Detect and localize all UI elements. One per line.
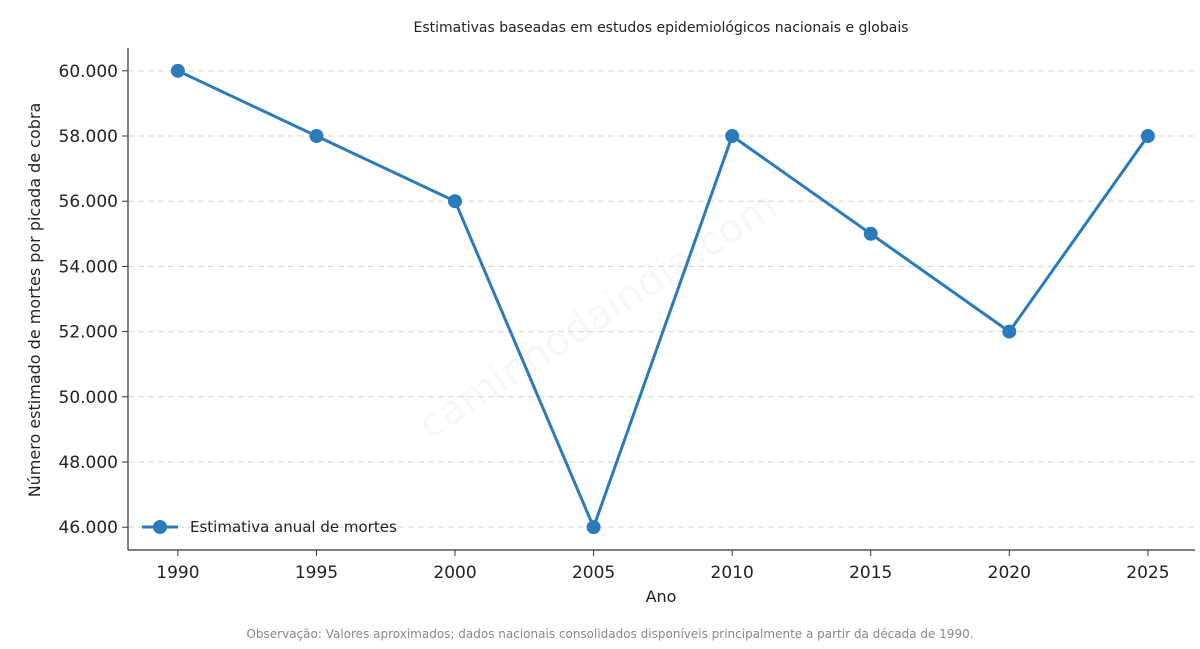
x-tick-label: 2015 [849,563,892,583]
series-line [177,69,1150,529]
x-tick-label: 2005 [572,563,615,583]
y-tick-label: 50.000 [59,388,118,408]
footnote: Observação: Valores aproximados; dados n… [246,627,973,641]
y-tick-label: 58.000 [59,127,118,147]
x-axis-label: Ano [646,587,677,606]
y-tick-label: 56.000 [59,192,118,212]
legend: Estimativa anual de mortes [142,518,397,536]
data-point [1140,129,1155,144]
x-tick-label: 2010 [711,563,754,583]
x-tick-label: 2020 [988,563,1031,583]
y-tick-label: 48.000 [59,453,118,473]
legend-dot-marker [153,520,167,534]
y-tick-label: 46.000 [59,518,118,538]
x-tick-label: 2000 [433,563,476,583]
axes: 46.000 48.000 50.000 52.000 54.000 56.000 58.0… [59,48,1195,583]
y-tick-label: 60.000 [59,62,118,82]
data-point [448,194,463,209]
watermark: caminhodaindia.com [410,183,785,449]
y-axis-label: Número estimado de mortes por picada de … [25,103,44,498]
chart-title: Estimativas baseadas em estudos epidemio… [413,20,908,36]
legend-label: Estimativa anual de mortes [190,518,397,536]
data-point [863,226,878,241]
data-point [725,129,740,144]
y-tick-label: 52.000 [59,323,118,343]
data-point [309,129,324,144]
data-point [170,63,185,78]
y-tick-label: 54.000 [59,257,118,277]
x-tick-label: 1990 [156,563,199,583]
series [170,63,1155,535]
x-tick-label: 1995 [295,563,338,583]
x-tick-label: 2025 [1126,563,1169,583]
data-point [1002,324,1017,339]
data-point [586,520,601,535]
